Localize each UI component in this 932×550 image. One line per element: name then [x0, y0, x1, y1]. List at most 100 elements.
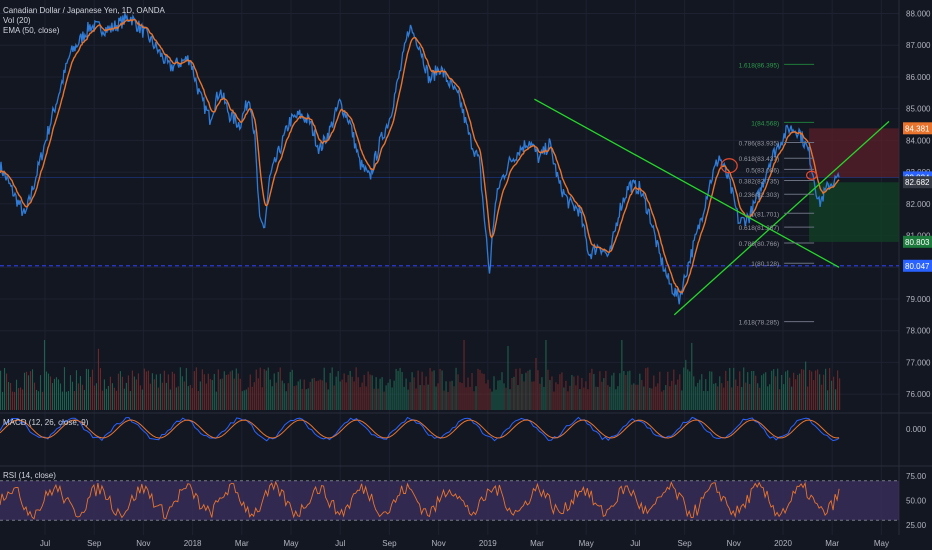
volume-bar: [833, 376, 835, 410]
volume-bar: [347, 375, 349, 410]
volume-bar: [619, 373, 621, 410]
volume-bar: [275, 382, 277, 410]
volume-bar: [659, 371, 661, 410]
volume-bar: [107, 385, 109, 410]
rsi-band: [0, 480, 899, 521]
volume-bar: [555, 382, 557, 410]
volume-bar: [269, 379, 271, 410]
volume-bar: [795, 379, 797, 410]
volume-bar: [569, 385, 571, 410]
volume-bar: [469, 386, 471, 410]
volume-bar: [807, 386, 809, 410]
volume-bar: [323, 367, 325, 410]
volume-bar: [673, 369, 675, 410]
volume-bar: [609, 386, 611, 410]
volume-bar: [743, 367, 745, 410]
volume-bar: [545, 340, 547, 410]
volume-bar: [563, 387, 565, 410]
volume-bar: [727, 381, 729, 410]
macd-tick-label: 0.000: [906, 425, 927, 434]
volume-bar: [793, 372, 795, 410]
volume-bar: [305, 389, 307, 410]
volume-bar: [477, 368, 479, 410]
volume-bar: [419, 385, 421, 410]
volume-bar: [731, 387, 733, 410]
volume-bar: [421, 371, 423, 410]
volume-bar: [657, 383, 659, 410]
x-tick-label: 2020: [774, 539, 792, 548]
volume-bar: [591, 368, 593, 410]
volume-bar: [7, 381, 10, 410]
volume-bar: [23, 372, 26, 410]
volume-bar: [697, 382, 699, 410]
volume-bar: [781, 374, 783, 410]
fib-level-label: 0.236(82.303): [739, 192, 779, 199]
x-tick-label: Sep: [382, 539, 397, 548]
volume-bar: [791, 386, 793, 410]
volume-bar: [193, 371, 195, 410]
volume-bar: [601, 381, 603, 410]
volume-bar: [699, 379, 701, 410]
y-tick-label: 78.000: [906, 327, 931, 336]
volume-bar: [819, 374, 821, 410]
volume-bar: [307, 388, 309, 410]
volume-bar: [131, 370, 133, 410]
volume-bar: [135, 379, 137, 410]
volume-bar: [711, 371, 713, 410]
volume-bar: [263, 369, 265, 410]
volume-bar: [753, 370, 755, 410]
volume-bar: [381, 377, 383, 410]
volume-bar: [261, 387, 263, 410]
volume-bar: [811, 371, 813, 410]
volume-bar: [665, 385, 667, 410]
highlight-circle: [720, 158, 738, 174]
volume-bar: [377, 388, 379, 410]
volume-bar: [219, 379, 221, 410]
volume-bar: [55, 377, 58, 410]
volume-bar: [237, 373, 239, 410]
volume-bar: [121, 376, 123, 410]
volume-bar: [803, 369, 805, 410]
fib-level-label: 0.786(80.766): [739, 241, 779, 248]
volume-bar: [109, 376, 111, 410]
volume-bar: [273, 373, 275, 410]
volume-bar: [293, 386, 295, 410]
volume-bar: [763, 373, 765, 410]
macd-signal-line: [0, 419, 840, 439]
x-tick-label: 2018: [184, 539, 202, 548]
volume-bar: [485, 383, 487, 410]
volume-bar: [441, 370, 443, 410]
volume-bar: [755, 375, 757, 410]
volume-bar: [177, 386, 179, 410]
volume-bar: [643, 386, 645, 410]
chart-legend: Canadian Dollar / Japanese Yen, 1D, OAND…: [3, 6, 165, 36]
volume-bar: [775, 376, 777, 410]
volume-bar: [579, 389, 581, 410]
volume-bar: [829, 368, 831, 410]
fib-level-label: 0.618(83.437): [739, 156, 779, 163]
volume-bar: [621, 340, 623, 410]
volume-bar: [379, 378, 381, 410]
volume-bar: [303, 379, 305, 410]
volume-bar: [57, 379, 60, 410]
volume-bar: [201, 369, 203, 410]
volume-bar: [551, 376, 553, 410]
volume-bar: [159, 373, 161, 410]
x-tick-label: 2019: [479, 539, 497, 548]
volume-bar: [1, 391, 4, 410]
volume-bar: [693, 376, 695, 410]
volume-bar: [105, 388, 107, 410]
volume-bar: [503, 383, 505, 410]
volume-bar: [85, 368, 88, 410]
volume-bar: [721, 383, 723, 410]
volume-bar: [813, 379, 815, 410]
volume-bar: [205, 383, 207, 410]
volume-bar: [707, 391, 709, 410]
volume-bar: [63, 367, 66, 410]
volume-bar: [97, 348, 99, 410]
volume-bar: [525, 372, 527, 410]
volume-bar: [53, 378, 56, 410]
volume-bar: [613, 372, 615, 410]
volume-bar: [835, 389, 837, 410]
